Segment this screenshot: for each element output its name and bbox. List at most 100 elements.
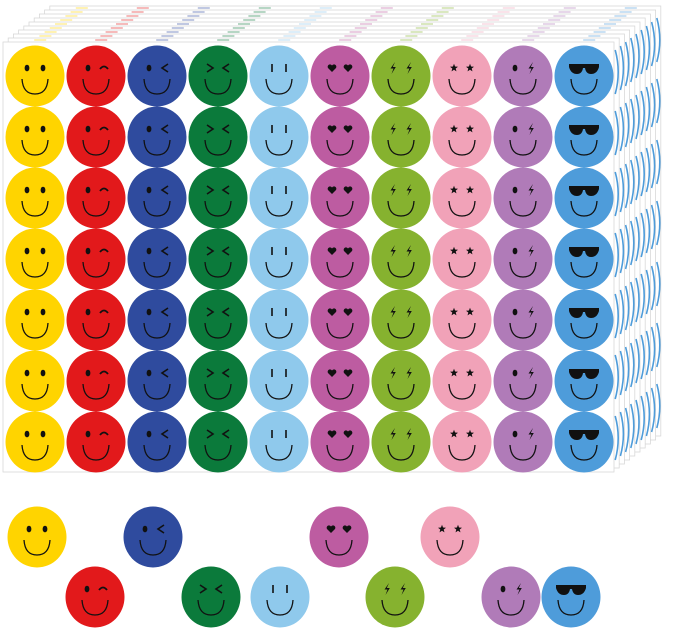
sticker-dot-and-chevron: [127, 411, 187, 473]
sticker-circle: [7, 506, 67, 568]
face-icon: [265, 64, 293, 95]
sticker-heart-eyes: [309, 506, 369, 568]
sticker-circle: [365, 566, 425, 628]
face-icon: [509, 123, 537, 156]
sticker-circle: [249, 228, 309, 290]
sticker-circle: [493, 106, 553, 168]
sticker-line-eyes: [249, 45, 309, 107]
face-icon: [265, 430, 293, 461]
face-icon: [204, 429, 232, 461]
face-icon: [326, 369, 354, 400]
sticker-circle: [127, 411, 187, 473]
sticker-circle: [5, 106, 65, 168]
face-icon: [387, 306, 415, 339]
sticker-lightning-eyes: [371, 106, 431, 168]
sticker-circle: [249, 289, 309, 351]
face-icon: [387, 62, 415, 95]
face-icon: [81, 585, 109, 616]
sticker-circle: [432, 167, 492, 229]
face-icon: [265, 247, 293, 278]
sticker-dot-and-chevron: [127, 350, 187, 412]
sticker-dot-and-lightning: [481, 566, 541, 628]
sticker-circle: [554, 289, 614, 351]
sticker-squint: [181, 566, 241, 628]
face-icon: [326, 308, 354, 339]
sticker-sunglasses: [554, 350, 614, 412]
sticker-star-eyes: [432, 289, 492, 351]
face-icon: [387, 245, 415, 278]
sticker-squint: [188, 411, 248, 473]
face-icon: [82, 369, 110, 400]
sticker-dot-and-chevron: [127, 228, 187, 290]
face-icon: [265, 125, 293, 156]
sticker-circle: [5, 289, 65, 351]
sticker-heart-eyes: [310, 289, 370, 351]
face-icon: [204, 124, 232, 156]
face-icon: [139, 524, 167, 556]
face-icon: [23, 525, 51, 556]
face-icon: [448, 307, 476, 339]
sticker-circle: [554, 106, 614, 168]
face-icon: [569, 369, 599, 400]
face-icon: [509, 245, 537, 278]
sticker-squint: [188, 106, 248, 168]
sticker-circle: [554, 350, 614, 412]
sticker-dot-and-lightning: [493, 411, 553, 473]
sticker-dot-and-lightning: [493, 106, 553, 168]
sticker-circle: [554, 228, 614, 290]
sticker-circle: [554, 167, 614, 229]
sticker-circle: [66, 106, 126, 168]
sticker-circle: [188, 289, 248, 351]
sticker-heart-eyes: [310, 228, 370, 290]
sticker-dot-eyes: [5, 350, 65, 412]
face-icon: [387, 367, 415, 400]
sticker-sunglasses: [554, 289, 614, 351]
sticker-star-eyes: [432, 350, 492, 412]
face-icon: [204, 185, 232, 217]
sticker-circle: [249, 350, 309, 412]
sticker-circle: [188, 45, 248, 107]
face-icon: [387, 123, 415, 156]
sticker-circle: [66, 228, 126, 290]
sticker-dot-eyes: [5, 228, 65, 290]
sticker-heart-eyes: [310, 411, 370, 473]
sticker-squint: [188, 45, 248, 107]
sticker-circle: [127, 106, 187, 168]
face-icon: [509, 306, 537, 339]
sticker-circle: [127, 350, 187, 412]
sticker-circle: [554, 45, 614, 107]
sticker-lightning-eyes: [371, 350, 431, 412]
sticker-sunglasses: [554, 167, 614, 229]
sticker-circle: [432, 45, 492, 107]
face-icon: [204, 63, 232, 95]
sticker-sunglasses: [554, 45, 614, 107]
sticker-wink: [66, 411, 126, 473]
sticker-circle: [493, 228, 553, 290]
face-icon: [497, 583, 525, 616]
sticker-line-eyes: [249, 228, 309, 290]
face-icon: [448, 429, 476, 461]
sticker-circle: [432, 228, 492, 290]
sticker-line-eyes: [249, 167, 309, 229]
sticker-circle: [249, 106, 309, 168]
face-icon: [204, 246, 232, 278]
face-icon: [82, 125, 110, 156]
sticker-circle: [66, 350, 126, 412]
sticker-star-eyes: [432, 106, 492, 168]
sticker-dot-and-chevron: [127, 106, 187, 168]
sticker-circle: [493, 411, 553, 473]
face-icon: [21, 64, 49, 95]
sticker-dot-eyes: [7, 506, 67, 568]
sticker-circle: [493, 350, 553, 412]
sticker-circle: [541, 566, 601, 628]
sticker-circle: [310, 167, 370, 229]
sticker-circle: [310, 106, 370, 168]
face-icon: [569, 186, 599, 217]
sticker-dot-and-chevron: [127, 167, 187, 229]
sticker-circle: [310, 228, 370, 290]
sticker-circle: [432, 106, 492, 168]
sticker-wink: [65, 566, 125, 628]
sticker-squint: [188, 228, 248, 290]
sticker-heart-eyes: [310, 167, 370, 229]
face-icon: [326, 64, 354, 95]
